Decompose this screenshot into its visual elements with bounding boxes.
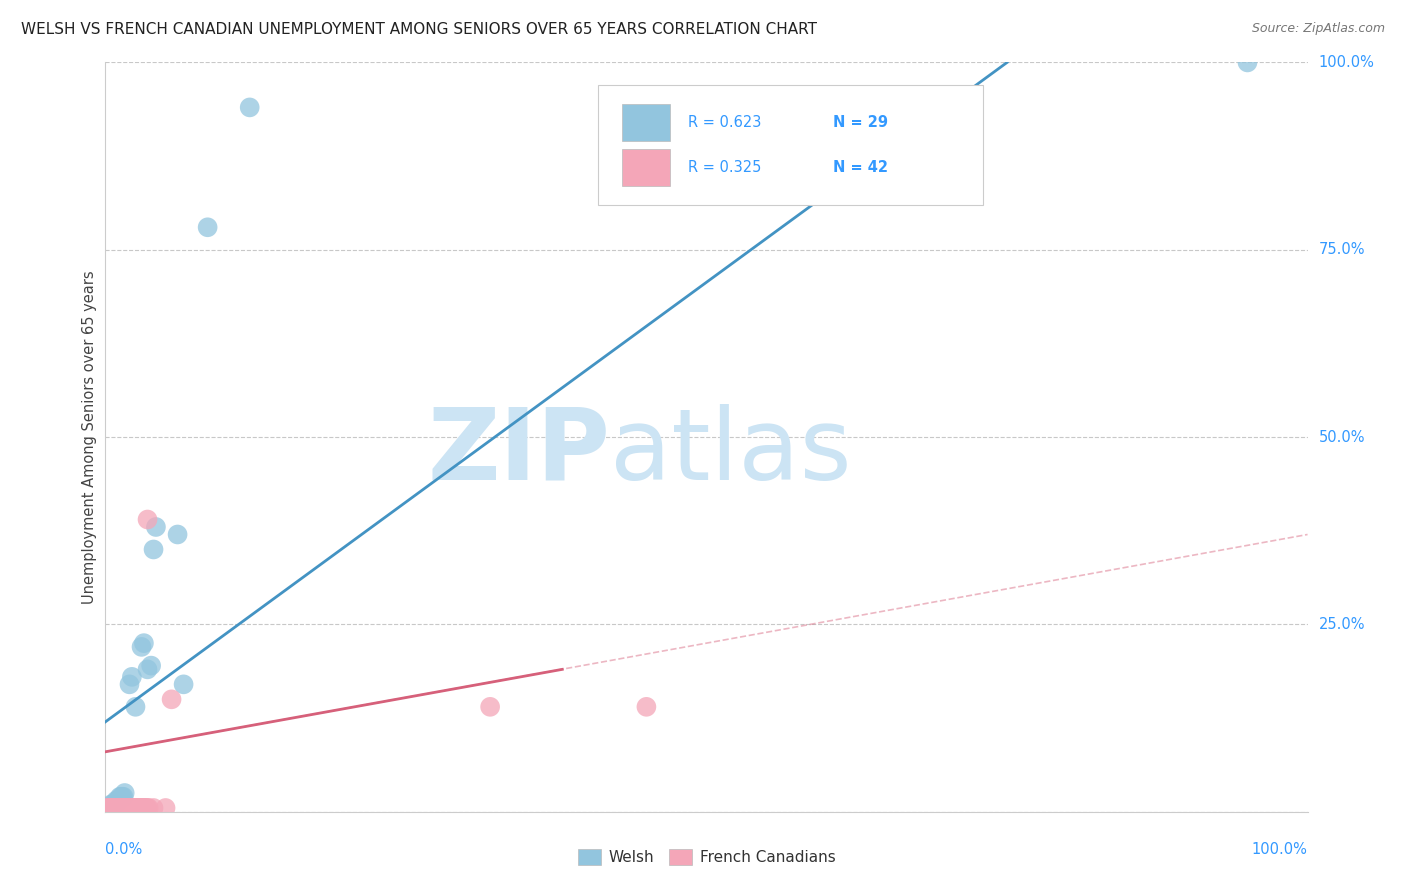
Point — [142, 542, 165, 557]
Point — [100, 801, 122, 815]
Point — [96, 801, 118, 815]
Point — [111, 789, 134, 804]
Point — [239, 100, 262, 114]
Point — [104, 801, 127, 815]
Point — [132, 636, 155, 650]
Point — [134, 801, 156, 815]
Point — [115, 801, 138, 815]
Y-axis label: Unemployment Among Seniors over 65 years: Unemployment Among Seniors over 65 years — [82, 270, 97, 604]
Point — [124, 699, 146, 714]
Point — [139, 658, 162, 673]
Point — [145, 520, 167, 534]
Point — [124, 801, 146, 815]
Text: Source: ZipAtlas.com: Source: ZipAtlas.com — [1251, 22, 1385, 36]
Point — [96, 801, 118, 815]
Text: N = 42: N = 42 — [832, 160, 887, 175]
Point — [105, 801, 128, 815]
Point — [479, 699, 502, 714]
Point — [136, 662, 159, 676]
Point — [121, 801, 143, 815]
Point — [101, 801, 124, 815]
Text: 100.0%: 100.0% — [1251, 842, 1308, 857]
Text: atlas: atlas — [610, 403, 852, 500]
Point — [98, 801, 121, 815]
Point — [118, 677, 141, 691]
Point — [107, 801, 129, 815]
Text: 50.0%: 50.0% — [1319, 430, 1365, 444]
Point — [132, 801, 155, 815]
Legend: Welsh, French Canadians: Welsh, French Canadians — [571, 843, 842, 871]
FancyBboxPatch shape — [623, 103, 671, 141]
Text: WELSH VS FRENCH CANADIAN UNEMPLOYMENT AMONG SENIORS OVER 65 YEARS CORRELATION CH: WELSH VS FRENCH CANADIAN UNEMPLOYMENT AM… — [21, 22, 817, 37]
Point — [125, 801, 148, 815]
Point — [98, 801, 121, 815]
Text: R = 0.325: R = 0.325 — [689, 160, 762, 175]
Point — [107, 793, 129, 807]
Point — [136, 801, 159, 815]
Point — [107, 801, 129, 815]
Point — [110, 789, 132, 804]
Point — [1236, 55, 1258, 70]
Point — [118, 801, 141, 815]
Point — [117, 801, 139, 815]
Point — [173, 677, 195, 691]
Point — [166, 527, 188, 541]
Text: 75.0%: 75.0% — [1319, 243, 1365, 257]
Point — [103, 801, 125, 815]
Point — [97, 801, 120, 815]
Text: 25.0%: 25.0% — [1319, 617, 1365, 632]
Point — [131, 801, 153, 815]
Point — [122, 801, 145, 815]
Text: 100.0%: 100.0% — [1319, 55, 1375, 70]
Point — [108, 789, 131, 804]
Point — [100, 797, 122, 812]
Point — [105, 793, 128, 807]
Point — [107, 793, 129, 807]
Point — [110, 801, 132, 815]
Text: 0.0%: 0.0% — [105, 842, 142, 857]
Point — [128, 801, 150, 815]
Point — [136, 512, 159, 526]
Point — [104, 797, 127, 812]
FancyBboxPatch shape — [599, 85, 983, 205]
Text: ZIP: ZIP — [427, 403, 610, 500]
Text: R = 0.623: R = 0.623 — [689, 115, 762, 130]
Point — [636, 699, 658, 714]
Point — [112, 789, 135, 804]
Point — [115, 801, 138, 815]
Point — [114, 801, 136, 815]
Point — [114, 786, 136, 800]
Point — [155, 801, 177, 815]
Point — [98, 801, 121, 815]
Point — [120, 801, 142, 815]
Point — [197, 220, 219, 235]
Point — [98, 801, 121, 815]
FancyBboxPatch shape — [623, 149, 671, 186]
Point — [138, 801, 160, 815]
Point — [127, 801, 149, 815]
Point — [103, 797, 125, 812]
Point — [160, 692, 183, 706]
Point — [121, 670, 143, 684]
Point — [124, 801, 146, 815]
Point — [129, 801, 152, 815]
Point — [142, 801, 165, 815]
Point — [131, 640, 153, 654]
Point — [112, 801, 135, 815]
Point — [111, 801, 134, 815]
Point — [135, 801, 157, 815]
Point — [108, 801, 131, 815]
Point — [101, 797, 124, 812]
Point — [132, 801, 155, 815]
Text: N = 29: N = 29 — [832, 115, 887, 130]
